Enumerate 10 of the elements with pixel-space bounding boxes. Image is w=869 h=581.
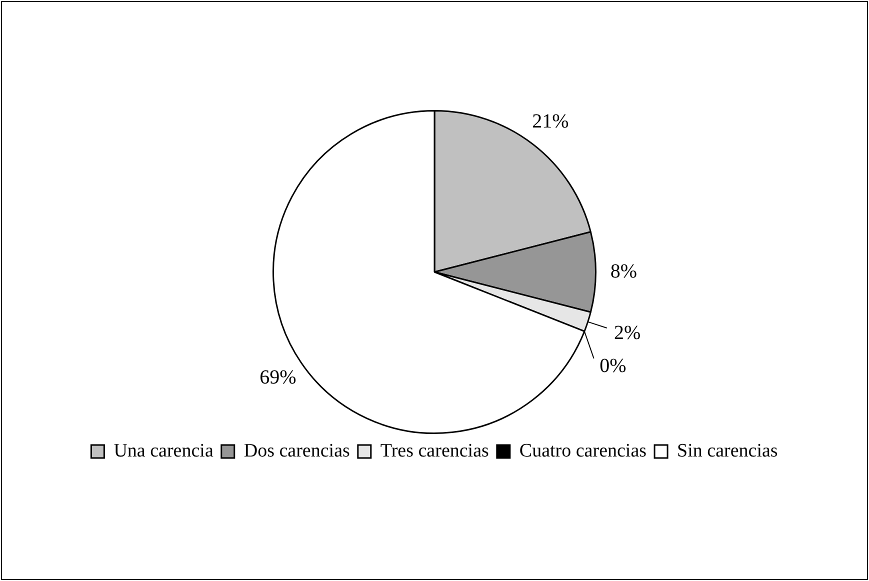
data-label: 69% [260,366,296,389]
legend-label: Una carencia [114,440,214,462]
text: 0% [600,355,626,378]
data-label: 8% [610,260,638,282]
data-label: 2% [614,322,641,344]
legend-label: Cuatro carencias [519,440,647,462]
legend-label: Tres carencias [380,440,489,462]
data-label: 21% [532,110,569,133]
legend-label: Dos carencias [244,440,350,462]
legend-label: Sin carencias [677,440,778,462]
